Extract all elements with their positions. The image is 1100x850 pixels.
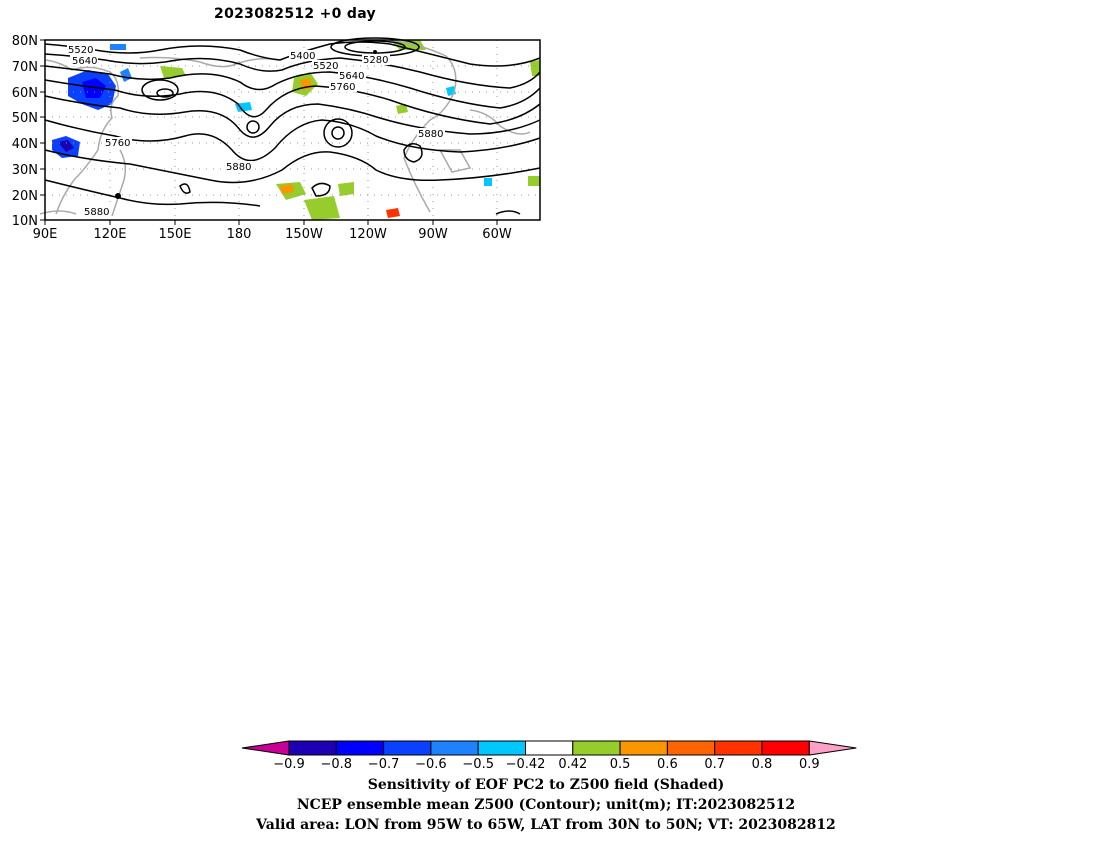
contour-label: 5880 xyxy=(84,207,109,218)
lat-labels: 80N 70N 60N 50N 40N 30N 20N 10N xyxy=(12,34,38,229)
lon-label: 120E xyxy=(93,227,126,242)
lat-label: 70N xyxy=(12,60,38,75)
lon-label: 90W xyxy=(418,227,448,242)
colorbar-box xyxy=(430,740,479,756)
z500-contours xyxy=(44,37,541,215)
lat-label: 60N xyxy=(12,86,38,101)
colorbar-box xyxy=(477,740,527,756)
colorbar-box xyxy=(666,740,716,756)
colorbar-tick-label: −0.5 xyxy=(462,757,494,772)
lon-label: 180 xyxy=(227,227,252,242)
colorbar-box xyxy=(714,740,763,756)
contour-label: 5520 xyxy=(68,45,93,56)
colorbar-min-arrow xyxy=(241,740,290,756)
colorbar-tick-label: 0.7 xyxy=(704,757,725,772)
colorbar-tick-label: −0.8 xyxy=(321,757,353,772)
contour-label: 5400 xyxy=(290,51,315,62)
lat-label: 50N xyxy=(12,111,38,126)
lat-label: 10N xyxy=(12,214,38,229)
lat-label: 20N xyxy=(12,189,38,204)
colorbar-tick-labels: −0.9 −0.8 −0.7 −0.6 −0.5 −0.42 0.42 0.5 0.6 0.7 0.… xyxy=(273,757,819,772)
colorbar-tick-label: 0.9 xyxy=(799,757,820,772)
colorbar-box xyxy=(619,740,668,756)
map-frame xyxy=(44,39,541,221)
lon-label: 150W xyxy=(285,227,323,242)
lon-label: 150E xyxy=(158,227,191,242)
contour-label: 5760 xyxy=(330,82,355,93)
contour-label: 5880 xyxy=(418,129,443,140)
contour-label: 5880 xyxy=(226,162,251,173)
map-title: 2023082512 +0 day xyxy=(214,6,376,22)
lat-label: 40N xyxy=(12,137,38,152)
colorbar-tick-label: −0.7 xyxy=(368,757,400,772)
colorbar-box xyxy=(288,740,337,756)
lat-label: 30N xyxy=(12,163,38,178)
lat-label: 80N xyxy=(12,34,38,49)
contour-label: 5280 xyxy=(363,55,388,66)
colorbar-box xyxy=(525,740,574,756)
colorbar: −0.9 −0.8 −0.7 −0.6 −0.5 −0.42 0.42 0.5 0.6 0.7 0.… xyxy=(241,740,857,772)
colorbar-boxes xyxy=(241,740,857,756)
colorbar-tick-label: −0.6 xyxy=(415,757,447,772)
colorbar-box xyxy=(761,740,810,756)
contour-label: 5760 xyxy=(105,138,130,149)
caption-line-2: NCEP ensemble mean Z500 (Contour); unit(… xyxy=(296,797,796,813)
colorbar-box xyxy=(383,740,432,756)
lon-label: 120W xyxy=(349,227,387,242)
contour-label: 5520 xyxy=(313,61,338,72)
caption-line-3: Valid area: LON from 95W to 65W, LAT fro… xyxy=(256,817,836,833)
colorbar-tick-label: 0.6 xyxy=(657,757,678,772)
z500-map: 5520 5640 5400 5280 5520 5640 5760 5760 … xyxy=(12,34,541,242)
colorbar-box xyxy=(335,740,385,756)
contour-label: 5640 xyxy=(72,56,97,67)
colorbar-tick-label: −0.9 xyxy=(273,757,305,772)
lon-label: 90E xyxy=(33,227,58,242)
colorbar-box xyxy=(572,740,621,756)
caption-line-1: Sensitivity of EOF PC2 to Z500 field (Sh… xyxy=(367,777,725,793)
lon-labels: 90E 120E 150E 180 150W 120W 90W 60W xyxy=(33,227,512,242)
colorbar-tick-label: 0.42 xyxy=(558,757,587,772)
lon-label: 60W xyxy=(482,227,512,242)
contour-label: 5640 xyxy=(339,71,364,82)
colorbar-tick-label: 0.8 xyxy=(752,757,773,772)
contour-labels: 5520 5640 5400 5280 5520 5640 5760 5760 … xyxy=(67,44,445,218)
colorbar-max-arrow xyxy=(808,740,857,756)
axis-ticks xyxy=(40,39,498,225)
colorbar-tick-label: −0.42 xyxy=(506,757,546,772)
colorbar-tick-label: 0.5 xyxy=(610,757,631,772)
